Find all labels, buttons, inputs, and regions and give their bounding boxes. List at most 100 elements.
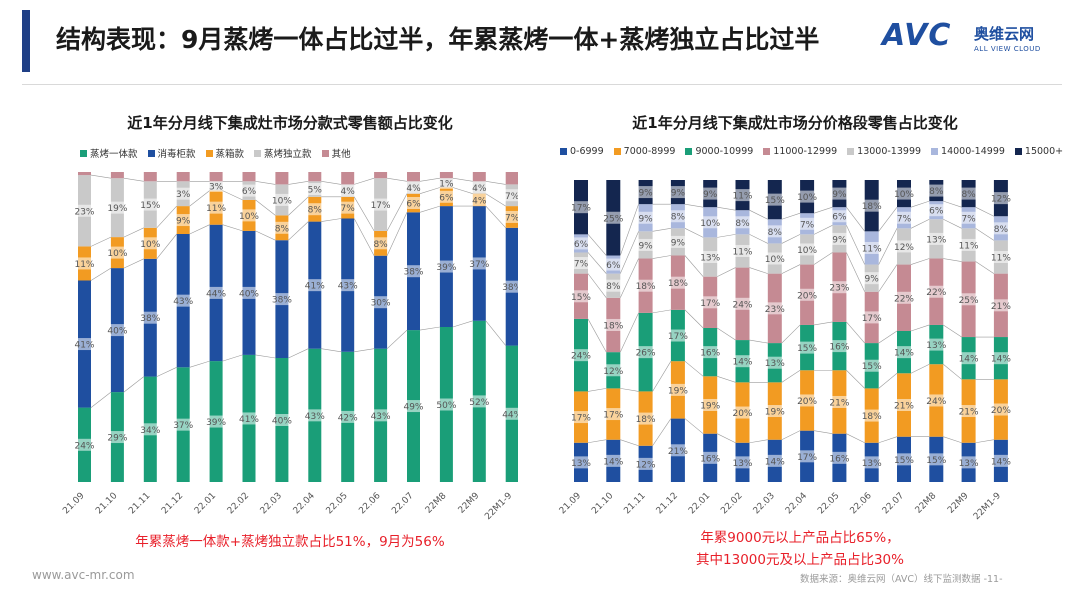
data-label-bg	[139, 237, 162, 250]
data-label: 8%	[275, 224, 290, 234]
series-connector-line	[652, 309, 671, 314]
data-label: 4%	[341, 187, 356, 197]
data-label: 3%	[209, 182, 224, 192]
legend-swatch	[205, 149, 213, 157]
data-label-bg	[925, 204, 948, 217]
data-label: 43%	[338, 282, 358, 292]
x-tick-label: 22.04	[292, 491, 317, 516]
series-connector-line	[587, 439, 607, 444]
bar-segment	[242, 172, 256, 182]
data-label-bg	[501, 210, 518, 223]
x-tick-label: 21.10	[94, 491, 119, 516]
data-label-bg	[172, 294, 195, 307]
data-label-bg	[925, 394, 948, 407]
series-connector-line	[90, 267, 112, 281]
legend-swatch	[847, 148, 855, 155]
legend-item: 9000-10999	[685, 146, 753, 157]
right-stacked-bar-chart: 13% 17% 24% 15% 7% 6% 17% 21.09 14% 17% 12% 18% 8% 6%…	[558, 180, 1012, 522]
data-label: 8%	[373, 240, 388, 250]
data-label-bg	[989, 251, 1012, 264]
series-connector-line	[288, 221, 309, 241]
legend-label: 11000-12999	[773, 146, 838, 157]
data-label-bg	[106, 431, 129, 444]
data-label-bg	[139, 198, 162, 211]
legend-label: 0-6999	[570, 146, 604, 157]
data-label: 41%	[74, 341, 94, 351]
data-label-bg	[139, 423, 162, 436]
data-label-bg	[468, 193, 491, 206]
data-label: 37%	[469, 260, 489, 270]
data-label-bg	[570, 237, 592, 250]
data-label: 12%	[894, 243, 914, 253]
bar-segment	[110, 172, 124, 179]
series-connector-line	[255, 230, 276, 241]
data-label: 41%	[239, 415, 259, 425]
data-label: 6%	[606, 261, 621, 271]
legend-item: 11000-12999	[763, 146, 837, 157]
left-chart-note: 年累蒸烤一体款+蒸烤独立款占比51%，9月为56%	[135, 534, 445, 550]
data-label: 21%	[829, 398, 849, 408]
legend-label: 13000-13999	[857, 146, 922, 157]
data-label: 42%	[338, 413, 358, 423]
data-label: 18%	[668, 279, 688, 289]
data-label-bg	[699, 296, 722, 309]
data-label-bg	[634, 457, 657, 470]
legend-label: 蒸箱款	[215, 149, 245, 160]
series-connector-line	[749, 339, 768, 344]
series-connector-line	[684, 228, 704, 238]
data-label-bg	[634, 238, 657, 251]
data-label-bg	[73, 257, 96, 270]
data-label: 13%	[959, 459, 979, 469]
legend-label: 15000+	[1024, 146, 1064, 157]
data-label: 3%	[176, 190, 191, 200]
data-label-bg	[602, 454, 625, 467]
series-connector-line	[814, 206, 833, 214]
data-label-bg	[666, 276, 689, 289]
series-connector-line	[878, 228, 898, 265]
data-label-bg	[828, 210, 851, 223]
data-label: 8%	[768, 228, 783, 238]
data-label: 18%	[636, 415, 656, 425]
data-label: 17%	[862, 314, 882, 324]
legend-label: 9000-10999	[695, 146, 754, 157]
data-label-bg	[106, 324, 129, 337]
series-connector-line	[652, 228, 671, 232]
series-connector-line	[781, 264, 801, 274]
series-connector-line	[943, 218, 962, 229]
data-label: 9%	[176, 217, 191, 227]
series-connector-line	[620, 439, 639, 447]
series-connector-line	[717, 433, 736, 444]
legend-swatch	[80, 149, 87, 157]
header-divider	[22, 84, 1062, 85]
series-connector-line	[878, 330, 898, 344]
data-label-bg	[699, 187, 722, 200]
x-tick-label: 22.05	[325, 491, 350, 516]
data-label-bg	[172, 187, 195, 200]
data-label-bg	[957, 352, 980, 365]
data-label-bg	[796, 341, 819, 354]
data-label-bg	[763, 193, 786, 206]
data-label-bg	[893, 291, 915, 304]
x-tick-label: 22.01	[193, 491, 218, 516]
legend-label: 蒸烤一体款	[90, 149, 138, 160]
data-label-bg	[989, 403, 1012, 416]
data-label: 24%	[571, 352, 591, 362]
data-label: 15%	[862, 362, 882, 372]
series-connector-line	[620, 258, 639, 298]
bar-segment	[407, 172, 420, 182]
data-label-bg	[860, 241, 883, 254]
series-connector-line	[878, 206, 898, 232]
data-label-bg	[270, 221, 293, 234]
data-label-bg	[731, 244, 754, 257]
bar-segment	[143, 172, 157, 182]
x-tick-label: 21.12	[160, 491, 185, 516]
series-connector-line	[288, 181, 309, 185]
data-label: 14%	[959, 355, 979, 365]
data-label-bg	[828, 451, 851, 464]
x-tick-label: 22.02	[719, 491, 744, 516]
data-label: 39%	[206, 418, 226, 428]
bar-segment	[78, 172, 91, 176]
data-label: 8%	[735, 219, 750, 229]
data-label: 4%	[472, 184, 487, 194]
data-label-bg	[925, 285, 948, 298]
